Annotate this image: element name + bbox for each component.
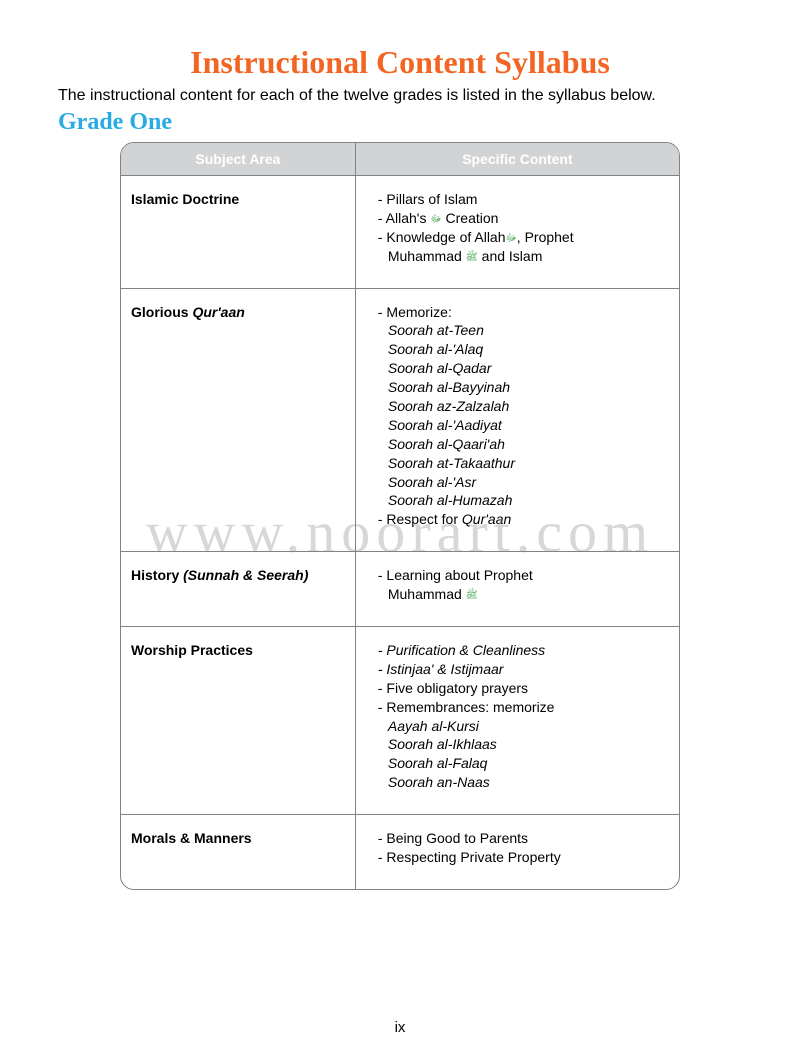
- content-line: Soorah al-Qadar: [374, 359, 669, 378]
- content-line: Soorah al-'Asr: [374, 473, 669, 492]
- content-line: - Five obligatory prayers: [374, 679, 669, 698]
- table-row: Worship Practices - Purification & Clean…: [121, 627, 679, 815]
- content-line: Soorah al-Falaq: [374, 754, 669, 773]
- text-fragment: - Allah's: [378, 210, 430, 226]
- content-line: - Remembrances: memorize: [374, 698, 669, 717]
- content-line: - Purification & Cleanliness: [374, 641, 669, 660]
- content-cell: - Purification & Cleanliness - Istinjaa'…: [355, 627, 679, 815]
- text-fragment: Qur'aan: [192, 304, 244, 320]
- text-fragment: - Purification & Cleanliness: [378, 642, 545, 658]
- content-line: - Memorize:: [374, 303, 669, 322]
- table-row: Glorious Qur'aan - Memorize: Soorah at-T…: [121, 288, 679, 552]
- syllabus-table: Subject Area Specific Content Islamic Do…: [121, 143, 679, 889]
- page-title: Instructional Content Syllabus: [58, 44, 742, 81]
- text-fragment: Creation: [442, 210, 499, 226]
- text-fragment: - Istinjaa' & Istijmaar: [378, 661, 504, 677]
- content-line: Soorah az-Zalzalah: [374, 397, 669, 416]
- text-fragment: Glorious: [131, 304, 192, 320]
- content-line: - Respect for Qur'aan: [374, 510, 669, 529]
- subject-cell: Worship Practices: [121, 627, 355, 815]
- content-line: Aayah al-Kursi: [374, 717, 669, 736]
- content-cell: - Being Good to Parents - Respecting Pri…: [355, 815, 679, 889]
- content-line: Soorah al-'Aadiyat: [374, 416, 669, 435]
- table-row: Morals & Manners - Being Good to Parents…: [121, 815, 679, 889]
- content-line: Soorah al-'Alaq: [374, 340, 669, 359]
- content-line: Soorah al-Ikhlaas: [374, 735, 669, 754]
- table-header-row: Subject Area Specific Content: [121, 143, 679, 176]
- content-line: Soorah an-Naas: [374, 773, 669, 792]
- content-cell: - Learning about Prophet Muhammad ﷺ: [355, 552, 679, 627]
- content-line: - Allah's ﷻ Creation: [374, 209, 669, 228]
- text-fragment: History: [131, 567, 183, 583]
- subject-cell: History (Sunnah & Seerah): [121, 552, 355, 627]
- content-line: Soorah al-Bayyinah: [374, 378, 669, 397]
- saw-icon: ﷺ: [466, 589, 478, 603]
- text-fragment: (Sunnah & Seerah): [183, 567, 308, 583]
- text-fragment: Qur'aan: [462, 511, 511, 527]
- text-fragment: , Prophet: [517, 229, 574, 245]
- table-row: History (Sunnah & Seerah) - Learning abo…: [121, 552, 679, 627]
- page-container: Instructional Content Syllabus The instr…: [0, 0, 800, 890]
- swt-icon: ﷻ: [506, 232, 517, 246]
- content-line: - Respecting Private Property: [374, 848, 669, 867]
- content-line: Muhammad ﷺ and Islam: [374, 247, 669, 266]
- content-line: - Pillars of Islam: [374, 190, 669, 209]
- content-line: - Being Good to Parents: [374, 829, 669, 848]
- content-cell: - Memorize: Soorah at-Teen Soorah al-'Al…: [355, 288, 679, 552]
- content-line: - Knowledge of Allahﷻ, Prophet: [374, 228, 669, 247]
- text-fragment: and Islam: [478, 248, 543, 264]
- content-line: - Istinjaa' & Istijmaar: [374, 660, 669, 679]
- text-fragment: - Respect for: [378, 511, 462, 527]
- text-fragment: - Knowledge of Allah: [378, 229, 506, 245]
- page-number: ix: [0, 1019, 800, 1036]
- header-subject: Subject Area: [121, 143, 355, 176]
- intro-text: The instructional content for each of th…: [58, 87, 742, 105]
- header-content: Specific Content: [355, 143, 679, 176]
- saw-icon: ﷺ: [466, 251, 478, 265]
- subject-cell: Glorious Qur'aan: [121, 288, 355, 552]
- content-line: Soorah at-Takaathur: [374, 454, 669, 473]
- subject-cell: Islamic Doctrine: [121, 176, 355, 289]
- text-fragment: Muhammad: [388, 586, 466, 602]
- content-line: Soorah al-Qaari'ah: [374, 435, 669, 454]
- content-cell: - Pillars of Islam - Allah's ﷻ Creation …: [355, 176, 679, 289]
- grade-label: Grade One: [58, 109, 742, 136]
- content-line: Muhammad ﷺ: [374, 585, 669, 604]
- syllabus-table-wrap: Subject Area Specific Content Islamic Do…: [120, 142, 680, 890]
- content-line: Soorah at-Teen: [374, 321, 669, 340]
- table-row: Islamic Doctrine - Pillars of Islam - Al…: [121, 176, 679, 289]
- subject-cell: Morals & Manners: [121, 815, 355, 889]
- text-fragment: Muhammad: [388, 248, 466, 264]
- swt-icon: ﷻ: [430, 213, 441, 227]
- content-line: Soorah al-Humazah: [374, 491, 669, 510]
- content-line: - Learning about Prophet: [374, 566, 669, 585]
